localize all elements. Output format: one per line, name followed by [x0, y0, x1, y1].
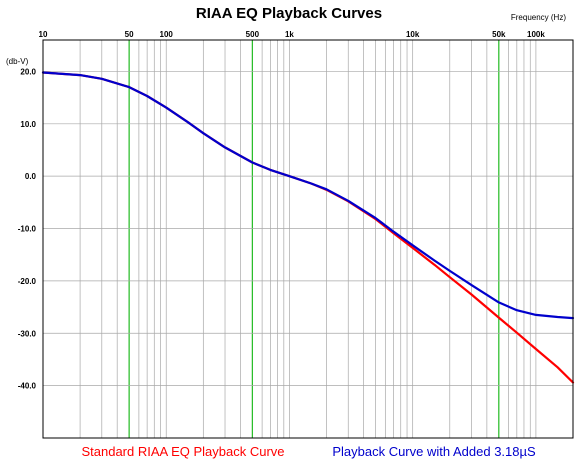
- plot-frame: [42, 39, 574, 439]
- y-tick-label: -40.0: [18, 382, 37, 391]
- x-tick-label: 50: [125, 30, 134, 39]
- x-tick-label: 50k: [492, 30, 506, 39]
- y-tick-label: -20.0: [18, 277, 37, 286]
- x-tick-label: 100: [160, 30, 174, 39]
- y-tick-label: 0.0: [25, 172, 37, 181]
- x-tick-label: 1k: [285, 30, 294, 39]
- y-tick-label: -10.0: [18, 225, 37, 234]
- y-axis-label: (db-V): [6, 57, 29, 66]
- series-line-1: [41, 71, 575, 384]
- y-tick-label: 10.0: [20, 120, 36, 129]
- series-line-2: [41, 71, 575, 320]
- chart-title: RIAA EQ Playback Curves: [196, 5, 382, 22]
- grid: [42, 40, 574, 439]
- legend-entry-2: Playback Curve with Added 3.18µS: [332, 444, 536, 459]
- y-tick-label: -30.0: [18, 329, 37, 338]
- x-tick-labels: 10 50 100 500 1k 10k 50k 100k: [39, 30, 546, 39]
- x-tick-label: 10: [39, 30, 48, 39]
- y-tick-label: 20.0: [20, 67, 36, 76]
- x-tick-label: 10k: [406, 30, 420, 39]
- x-tick-label: 500: [246, 30, 260, 39]
- x-axis-label: Frequency (Hz): [511, 13, 566, 22]
- series-lines: [41, 71, 575, 384]
- y-tick-labels: 20.0 10.0 0.0 -10.0 -20.0 -30.0 -40.0: [18, 67, 37, 390]
- x-tick-label: 100k: [527, 30, 545, 39]
- legend: Standard RIAA EQ Playback Curve Playback …: [81, 444, 536, 459]
- legend-entry-1: Standard RIAA EQ Playback Curve: [81, 444, 284, 459]
